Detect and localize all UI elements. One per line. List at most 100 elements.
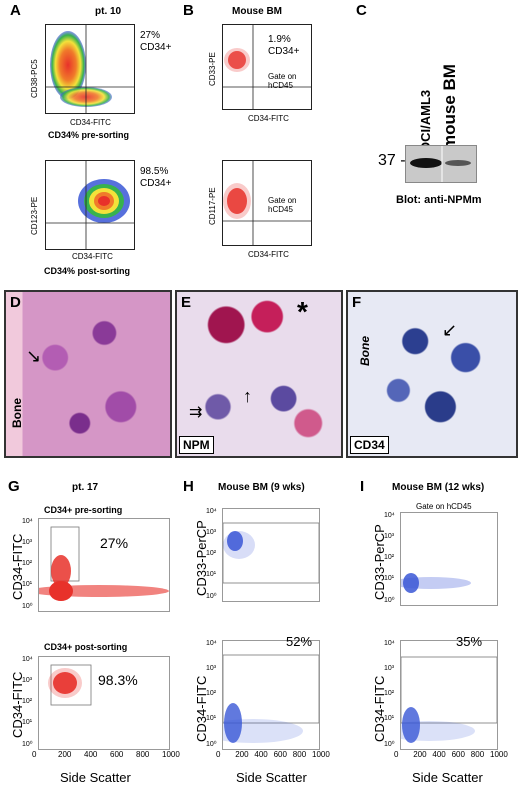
panel-a-pre-ylabel: CD38-PC5 — [30, 59, 39, 98]
blot-caption: Blot: anti-NPMm — [396, 194, 482, 206]
panel-a-pre-marker: CD34+ — [140, 42, 172, 53]
flow-scatter-i-bottom — [401, 656, 497, 743]
y-tick-label: 10⁰ — [384, 597, 395, 604]
y-tick-label: 10² — [22, 698, 33, 705]
y-tick-label: 10³ — [384, 533, 395, 540]
x-tick-label: 200 — [58, 750, 72, 759]
y-tick-label: 10⁴ — [384, 512, 395, 519]
panel-e-npm-label: NPM — [179, 436, 214, 454]
histology-panel-e: E * ↑ ⇉ NPM — [175, 290, 343, 458]
flow-scatter-g-post — [48, 664, 92, 706]
panel-a-post-caption: CD34% post-sorting — [44, 266, 131, 276]
y-tick-label: 10¹ — [22, 581, 33, 588]
y-tick-label: 10³ — [22, 677, 33, 684]
flow-plot-b-bottom — [222, 160, 312, 246]
panel-b-title: Mouse BM — [232, 6, 282, 17]
x-tick-label: 0 — [216, 750, 221, 759]
flow-plot-i-top — [400, 512, 498, 606]
panel-a-title: pt. 10 — [95, 6, 122, 17]
blot-bands — [410, 146, 471, 182]
y-tick-label: 10³ — [22, 539, 33, 546]
flow-scatter-b-bottom — [223, 161, 311, 245]
x-tick-label: 800 — [292, 750, 307, 759]
blot-mw-marker: 37 - — [378, 152, 406, 169]
y-tick-label: 10⁴ — [22, 656, 33, 663]
panel-i-xlabel: Side Scatter — [412, 770, 483, 785]
y-tick-label: 10³ — [384, 665, 395, 672]
panel-a-post-ylabel: CD123-PE — [30, 196, 39, 235]
panel-g-pre-caption: CD34+ pre-sorting — [44, 505, 123, 515]
panel-h-title: Mouse BM (9 wks) — [218, 482, 305, 493]
panel-h-bottom-ylabel: CD34-FITC — [194, 675, 209, 742]
panel-letter-h: H — [183, 478, 194, 495]
panel-i-bottom-ylabel: CD34-FITC — [372, 675, 387, 742]
arrow-icon: ↑ — [243, 386, 252, 406]
panel-d-bone-label: Bone — [10, 398, 24, 428]
panel-a-post-xlabel: CD34-FITC — [72, 252, 113, 261]
y-tick-label: 10⁴ — [22, 518, 33, 525]
y-tick-label: 10⁰ — [206, 593, 217, 600]
y-tick-label: 10⁰ — [22, 603, 33, 610]
flow-plot-b-top — [222, 24, 312, 110]
panel-letter-c: C — [356, 2, 367, 19]
flow-scatter-i-top — [401, 573, 471, 593]
flow-plot-h-bottom — [222, 640, 320, 750]
panel-b-bottom-ylabel: CD117-PE — [208, 187, 217, 225]
panel-b-bottom-xlabel: CD34-FITC — [248, 250, 289, 259]
y-tick-label: 10² — [384, 554, 395, 561]
y-tick-label: 10⁴ — [206, 640, 217, 647]
x-tick-label: 200 — [235, 750, 249, 759]
panel-h-xlabel: Side Scatter — [236, 770, 307, 785]
panel-g-pre-pct: 27% — [100, 535, 129, 551]
flow-plot-h-top — [222, 508, 320, 602]
panel-letter-e: E — [181, 294, 192, 311]
flow-scatter-h-top — [223, 522, 319, 584]
panel-g-xlabel: Side Scatter — [60, 770, 131, 785]
y-tick-label: 10⁰ — [206, 741, 217, 748]
y-tick-label: 10² — [22, 560, 33, 567]
panel-i-title: Mouse BM (12 wks) — [392, 482, 485, 493]
x-tick-label: 0 — [32, 750, 37, 759]
y-tick-label: 10³ — [206, 529, 217, 536]
y-tick-label: 10⁴ — [384, 640, 395, 647]
panel-letter-g: G — [8, 478, 20, 495]
panel-b-top-marker: CD34+ — [268, 46, 300, 57]
panel-a-pre-pct: 27% — [140, 30, 161, 41]
panel-letter-f: F — [352, 294, 362, 311]
panel-i-gate: Gate on hCD45 — [416, 502, 472, 511]
panel-letter-i: I — [360, 478, 365, 495]
panel-letter-d: D — [10, 294, 21, 311]
y-tick-label: 10² — [206, 550, 217, 557]
y-tick-label: 10¹ — [22, 719, 33, 726]
panel-g-title: pt. 17 — [72, 482, 99, 493]
x-tick-label: 1000 — [312, 750, 330, 759]
y-tick-label: 10⁰ — [384, 741, 395, 748]
flow-plot-g-pre — [38, 518, 170, 612]
panel-b-top-xlabel: CD34-FITC — [248, 114, 289, 123]
panel-b-bottom-gate: Gate on hCD45 — [268, 196, 297, 214]
panel-i-bottom-pct: 35% — [456, 634, 483, 649]
x-tick-label: 400 — [432, 750, 446, 759]
x-tick-label: 400 — [84, 750, 98, 759]
x-tick-label: 800 — [470, 750, 485, 759]
flow-scatter-b-top — [223, 25, 311, 109]
flow-plot-a-post — [45, 160, 135, 250]
flow-density-a-pre — [46, 25, 134, 113]
y-tick-label: 10¹ — [206, 715, 217, 722]
panel-a-post-marker: CD34+ — [140, 178, 172, 189]
panel-g-post-caption: CD34+ post-sorting — [44, 642, 128, 652]
arrow-icon: ↘ — [26, 346, 42, 366]
y-tick-label: 10¹ — [206, 571, 217, 578]
flow-scatter-g-pre — [39, 526, 169, 601]
x-tick-label: 600 — [273, 750, 287, 759]
flow-plot-g-post — [38, 656, 170, 750]
y-tick-label: 10⁴ — [206, 508, 217, 515]
x-tick-label: 1000 — [490, 750, 508, 759]
blot-lane-label-1: OCI/AML3 — [418, 89, 433, 152]
panel-f-cd34-label: CD34 — [350, 436, 389, 454]
panel-b-top-pct: 1.9% — [268, 34, 291, 45]
panel-letter-a: A — [10, 2, 21, 19]
y-tick-label: 10¹ — [384, 715, 395, 722]
y-tick-label: 10² — [384, 690, 395, 697]
panel-a-post-pct: 98.5% — [140, 166, 169, 177]
